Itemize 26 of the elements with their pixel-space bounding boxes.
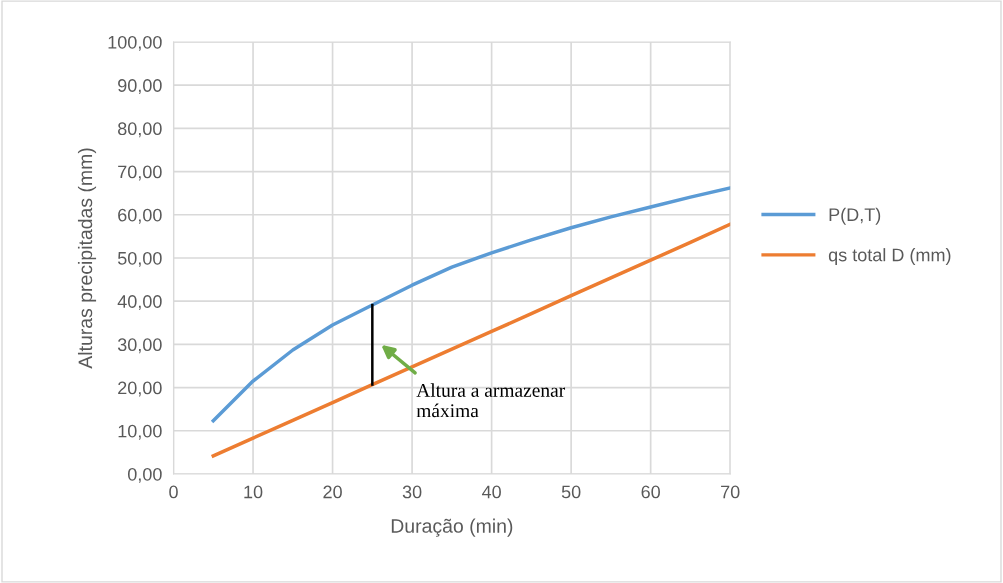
x-tick-label: 30 xyxy=(402,485,422,499)
x-tick-label: 60 xyxy=(641,485,660,499)
y-tick-label: 0,00 xyxy=(127,467,162,483)
x-tick-label: 70 xyxy=(721,485,740,499)
y-tick-label: 60,00 xyxy=(118,208,162,224)
y-axis-title: Alturas precipitadas (mm) xyxy=(77,148,97,369)
y-tick-label: 100,00 xyxy=(108,35,162,51)
x-tick-label: 0 xyxy=(169,485,178,499)
y-tick-label: 90,00 xyxy=(118,79,162,95)
legend-label: P(D,T) xyxy=(829,207,881,225)
y-tick-label: 40,00 xyxy=(117,295,162,311)
line-series xyxy=(211,186,731,423)
y-tick-label: 30,00 xyxy=(117,338,162,354)
y-tick-label: 10,00 xyxy=(118,424,162,440)
y-tick-label: 70,00 xyxy=(118,165,162,181)
y-tick-label: 50,00 xyxy=(117,251,162,267)
x-tick-label: 40 xyxy=(481,485,501,499)
y-tick-label: 20,00 xyxy=(118,381,162,397)
x-tick-label: 50 xyxy=(561,485,581,499)
legend-label: qs total D (mm) xyxy=(828,248,951,265)
x-axis-title: Duração (min) xyxy=(391,518,513,537)
annotation: Altura a armazenar máxima xyxy=(416,383,566,418)
y-tick-label: 80,00 xyxy=(118,122,162,138)
line-series xyxy=(211,222,731,458)
x-tick-label: 10 xyxy=(244,485,263,499)
x-tick-label: 20 xyxy=(323,485,342,499)
